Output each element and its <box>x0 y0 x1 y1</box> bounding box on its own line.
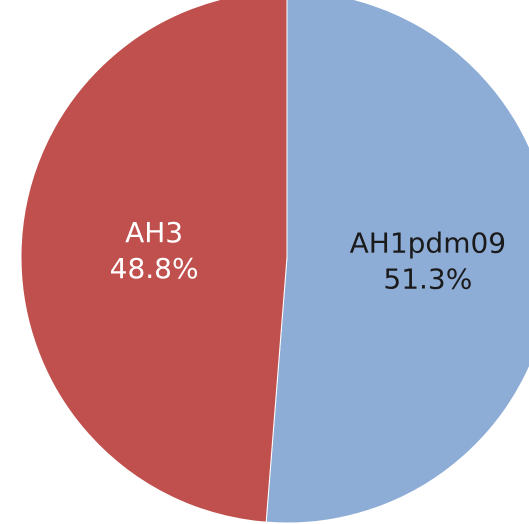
slice-percent-label: 48.8% <box>110 252 199 285</box>
slice-name-label: AH1pdm09 <box>350 227 506 260</box>
slice-name-label: AH3 <box>125 216 183 249</box>
slice-percent-label: 51.3% <box>383 263 472 296</box>
pie-slice-ah3 <box>20 0 288 523</box>
pie-slice-ah1pdm09 <box>265 0 529 524</box>
